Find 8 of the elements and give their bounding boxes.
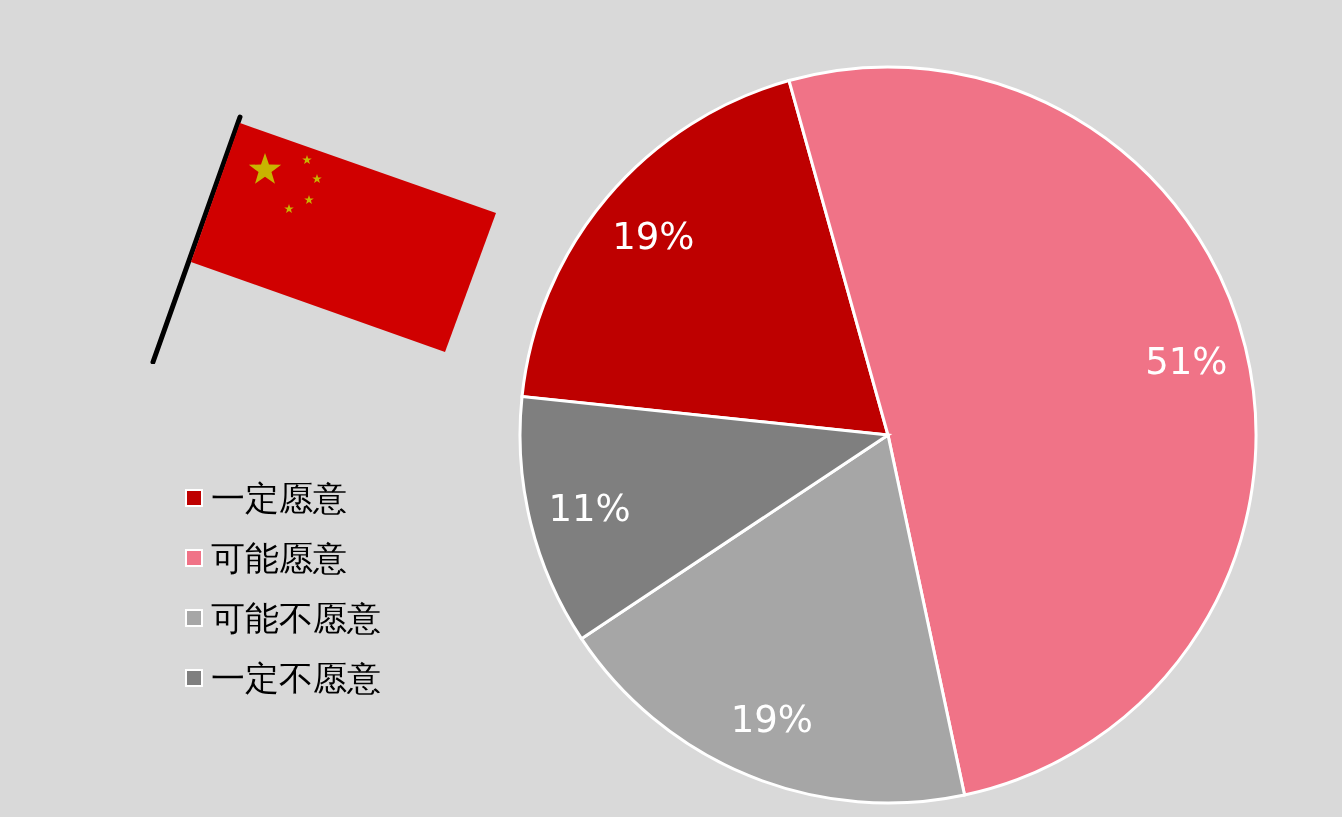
legend-label: 可能不愿意 (211, 598, 381, 638)
legend-label: 可能愿意 (211, 538, 347, 578)
data-label: 19% (730, 698, 814, 741)
legend-label: 一定愿意 (211, 478, 347, 518)
data-label: 51% (1145, 340, 1228, 384)
legend-label: 一定不愿意 (211, 658, 381, 698)
data-label: 11% (548, 486, 631, 530)
data-label: 19% (612, 215, 695, 259)
